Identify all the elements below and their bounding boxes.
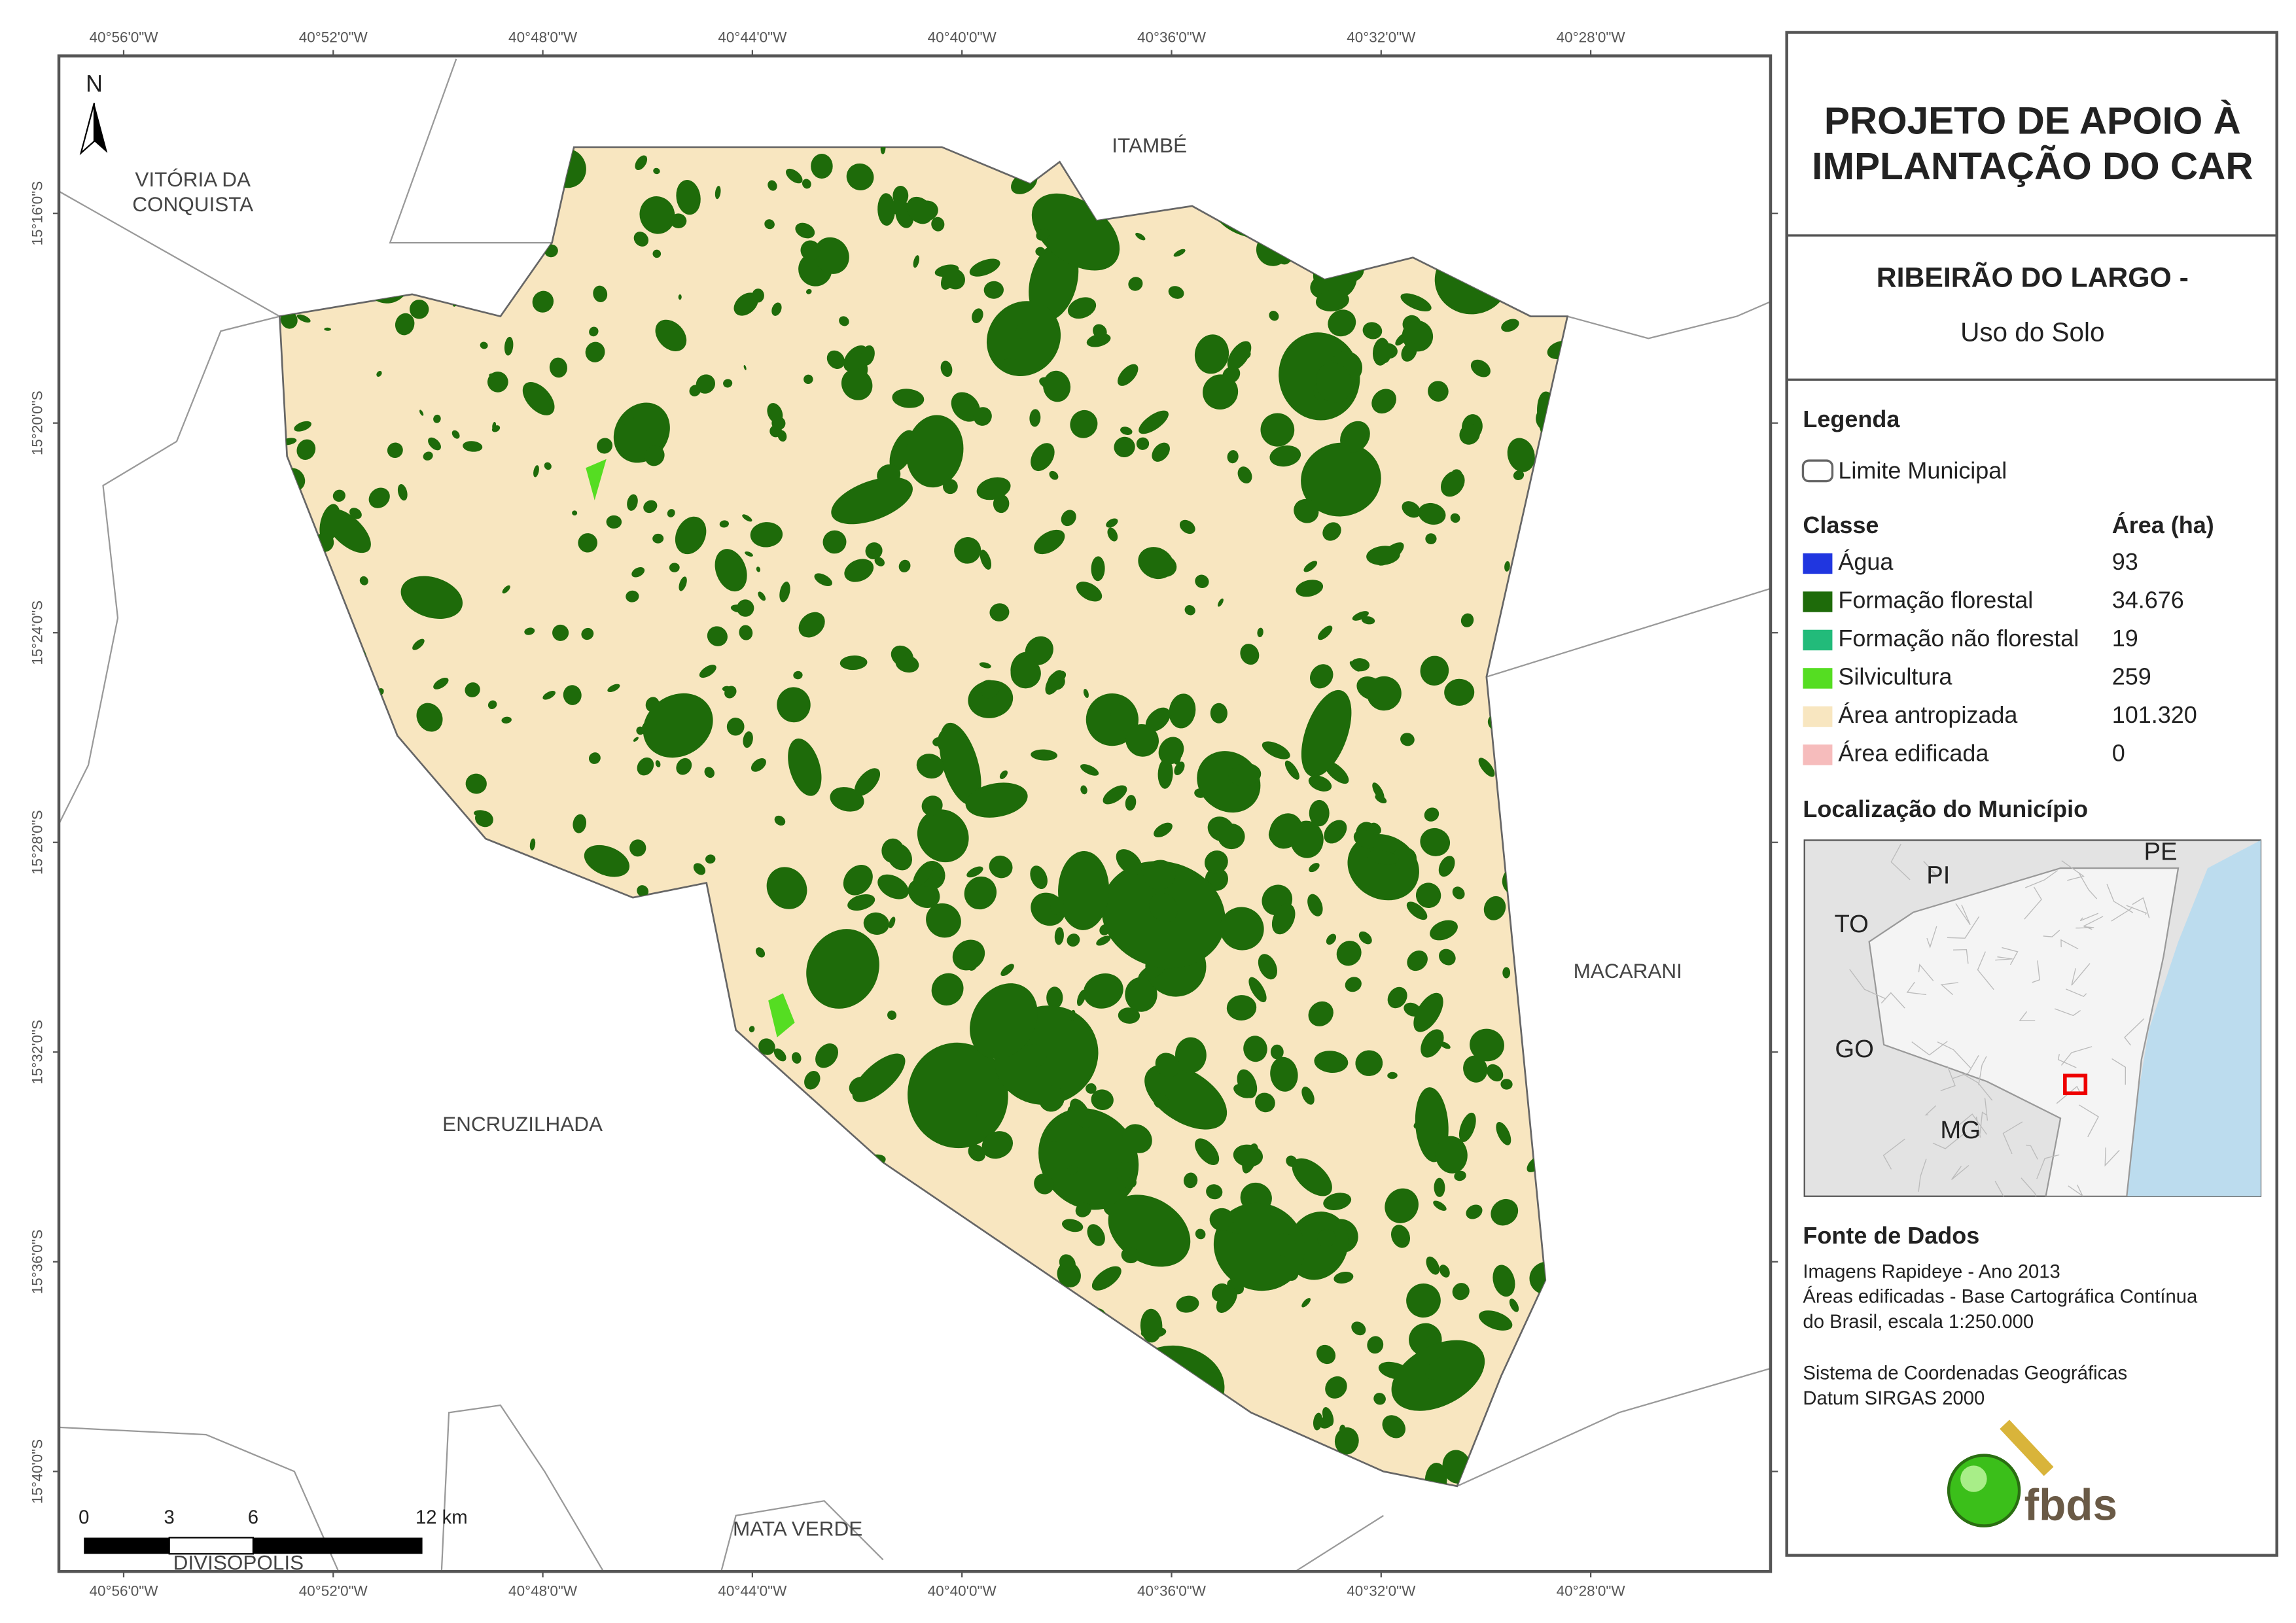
lat-label: 15°32'0"S — [29, 1020, 45, 1085]
class-name: Área edificada — [1838, 739, 1988, 766]
lon-label: 40°44'0"W — [718, 1583, 787, 1599]
inset-label: GO — [1835, 1035, 1873, 1063]
lon-label: 40°36'0"W — [1137, 1583, 1207, 1599]
place-label: VITÓRIA DA — [135, 167, 251, 191]
class-name: Água — [1838, 548, 1893, 575]
lon-label: 40°32'0"W — [1347, 1583, 1416, 1599]
logo-text: fbds — [2024, 1480, 2117, 1529]
class-area: 0 — [2112, 739, 2125, 766]
legend-swatch — [1803, 629, 1833, 651]
place-label: ITAMBÉ — [1112, 133, 1187, 157]
lon-label: 40°52'0"W — [299, 1583, 368, 1599]
lon-label: 40°40'0"W — [928, 1583, 997, 1599]
inset-label: TO — [1834, 910, 1868, 938]
lat-label: 15°24'0"S — [29, 601, 45, 665]
lon-label: 40°40'0"W — [928, 29, 997, 45]
class-area: 101.320 — [2112, 701, 2197, 728]
theme: Uso do Solo — [1960, 317, 2104, 347]
lat-label: 15°28'0"S — [29, 810, 45, 875]
class-area: 19 — [2112, 625, 2138, 652]
class-name: Formação não florestal — [1838, 625, 2079, 652]
logo: fbds — [1947, 1420, 2117, 1529]
source-line: Imagens Rapideye - Ano 2013 — [1803, 1261, 2060, 1282]
lon-label: 40°28'0"W — [1557, 29, 1626, 45]
class-area: 34.676 — [2112, 586, 2184, 613]
place-label: MACARANI — [1574, 959, 1682, 983]
lon-label: 40°44'0"W — [718, 29, 787, 45]
title: IMPLANTAÇÃO DO CAR — [1812, 145, 2253, 188]
subtitle: RIBEIRÃO DO LARGO - — [1877, 262, 2189, 294]
class-name: Área antropizada — [1838, 701, 2017, 728]
class-area: 259 — [2112, 663, 2151, 689]
north-arrow: N — [79, 70, 108, 156]
scale-label: 12 km — [415, 1507, 468, 1528]
inset-map: PI PE TO GO MG — [1803, 838, 2262, 1197]
legend-swatch — [1803, 591, 1833, 612]
lat-label: 15°16'0"S — [29, 181, 45, 246]
scale-label: 3 — [164, 1507, 175, 1528]
place-label: MATA VERDE — [733, 1517, 862, 1541]
map-border — [57, 54, 1773, 1573]
lon-label: 40°48'0"W — [508, 29, 578, 45]
title: PROJETO DE APOIO À — [1824, 99, 2241, 142]
place-label: ENCRUZILHADA — [442, 1112, 603, 1136]
side-panel: PROJETO DE APOIO À IMPLANTAÇÃO DO CAR RI… — [1785, 31, 2278, 1557]
lon-label: 40°36'0"W — [1137, 29, 1207, 45]
source-line: Áreas edificadas - Base Cartográfica Con… — [1803, 1286, 2198, 1308]
legend-swatch — [1803, 744, 1833, 765]
lon-label: 40°56'0"W — [89, 1583, 158, 1599]
location-title: Localização do Município — [1803, 795, 2088, 822]
legend-swatch — [1803, 706, 1833, 727]
lon-label: 40°52'0"W — [299, 29, 368, 45]
class-name: Formação florestal — [1838, 586, 2033, 613]
inset-label: MG — [1940, 1116, 1981, 1144]
source-title: Fonte de Dados — [1803, 1222, 1979, 1249]
lon-label: 40°56'0"W — [89, 29, 158, 45]
north-label: N — [86, 70, 103, 97]
legend-swatch — [1803, 553, 1833, 574]
source-line: Sistema de Coordenadas Geográficas — [1803, 1363, 2127, 1384]
scale-label: 6 — [248, 1507, 258, 1528]
class-name: Silvicultura — [1838, 663, 1952, 689]
lat-label: 15°20'0"S — [29, 391, 45, 455]
inset-label: PI — [1926, 862, 1950, 890]
lon-label: 40°32'0"W — [1347, 29, 1416, 45]
legend-swatch — [1803, 668, 1833, 689]
legend-entry: Limite Municipal — [1838, 457, 2007, 484]
class-header: Classe — [1803, 512, 1879, 538]
lon-label: 40°28'0"W — [1557, 1583, 1626, 1599]
inset-label: PE — [2144, 838, 2178, 866]
class-area: 93 — [2112, 548, 2138, 575]
source-line: Datum SIRGAS 2000 — [1803, 1388, 1985, 1409]
source-line: do Brasil, escala 1:250.000 — [1803, 1312, 2034, 1333]
scale-label: 0 — [79, 1507, 89, 1528]
legend-title: Legenda — [1803, 406, 1900, 432]
area-header: Área (ha) — [2112, 512, 2214, 538]
place-label: CONQUISTA — [132, 192, 253, 216]
lon-label: 40°48'0"W — [508, 1583, 578, 1599]
scale-bar: 0 3 6 12 km — [79, 1507, 468, 1555]
lat-label: 15°36'0"S — [29, 1229, 45, 1294]
lat-label: 15°40'0"S — [29, 1439, 45, 1504]
